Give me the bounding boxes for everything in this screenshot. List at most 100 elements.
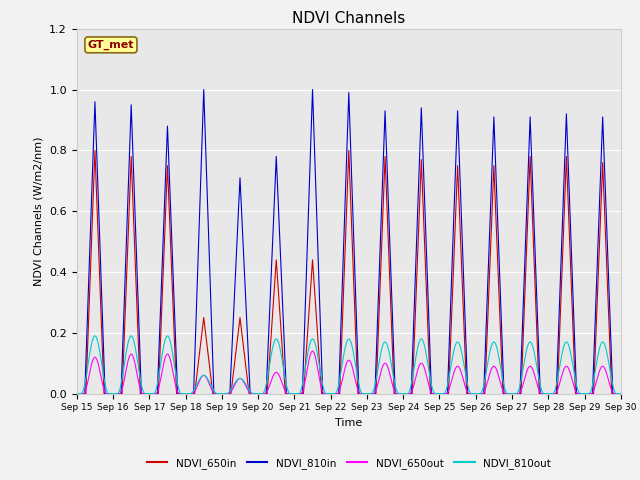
- NDVI_650in: [517, 391, 525, 396]
- NDVI_810in: [319, 391, 326, 396]
- NDVI_650in: [264, 391, 271, 396]
- NDVI_650in: [73, 391, 81, 396]
- NDVI_650in: [245, 391, 253, 396]
- NDVI_810in: [335, 391, 342, 396]
- NDVI_650in: [427, 391, 435, 396]
- NDVI_810in: [210, 391, 218, 396]
- NDVI_810in: [617, 391, 625, 396]
- NDVI_650in: [454, 163, 461, 168]
- NDVI_810in: [573, 391, 580, 396]
- NDVI_650out: [589, 388, 597, 394]
- NDVI_650in: [608, 391, 616, 396]
- NDVI_650in: [100, 391, 108, 396]
- NDVI_650in: [300, 391, 307, 396]
- NDVI_650in: [273, 257, 280, 263]
- NDVI_810in: [526, 114, 534, 120]
- NDVI_650in: [191, 391, 198, 396]
- NDVI_650in: [200, 315, 207, 321]
- NDVI_650in: [155, 391, 163, 396]
- NDVI_810out: [73, 391, 81, 396]
- NDVI_810in: [454, 108, 461, 114]
- NDVI_810out: [91, 333, 99, 339]
- Y-axis label: NDVI Channels (W/m2/nm): NDVI Channels (W/m2/nm): [34, 136, 44, 286]
- NDVI_650in: [209, 391, 216, 396]
- NDVI_650in: [463, 391, 470, 396]
- NDVI_810out: [617, 391, 625, 396]
- NDVI_810in: [200, 87, 207, 93]
- NDVI_810out: [246, 388, 254, 394]
- NDVI_650in: [599, 160, 607, 166]
- NDVI_810in: [480, 391, 488, 396]
- NDVI_650in: [554, 391, 561, 396]
- Line: NDVI_650in: NDVI_650in: [77, 150, 621, 394]
- NDVI_810in: [117, 391, 125, 396]
- NDVI_650out: [314, 366, 321, 372]
- NDVI_650in: [390, 391, 398, 396]
- NDVI_650out: [419, 361, 426, 367]
- NDVI_810in: [73, 391, 81, 396]
- NDVI_650out: [378, 367, 385, 373]
- X-axis label: Time: Time: [335, 418, 362, 428]
- NDVI_810in: [226, 391, 234, 396]
- NDVI_650in: [526, 154, 534, 159]
- NDVI_810in: [355, 391, 363, 396]
- NDVI_650in: [164, 163, 172, 168]
- NDVI_810out: [449, 355, 456, 361]
- NDVI_810out: [315, 359, 323, 365]
- NDVI_810in: [154, 391, 161, 396]
- NDVI_650in: [589, 391, 597, 396]
- NDVI_810in: [91, 99, 99, 105]
- NDVI_650in: [572, 391, 579, 396]
- Line: NDVI_650out: NDVI_650out: [77, 351, 621, 394]
- NDVI_650in: [91, 147, 99, 153]
- NDVI_810in: [246, 391, 254, 396]
- Legend: NDVI_650in, NDVI_810in, NDVI_650out, NDVI_810out: NDVI_650in, NDVI_810in, NDVI_650out, NDV…: [143, 454, 555, 473]
- Title: NDVI Channels: NDVI Channels: [292, 11, 405, 26]
- NDVI_810in: [236, 175, 244, 180]
- NDVI_810in: [101, 391, 109, 396]
- NDVI_810in: [428, 391, 435, 396]
- NDVI_650out: [244, 387, 252, 393]
- NDVI_810in: [298, 391, 306, 396]
- NDVI_810in: [371, 391, 379, 396]
- Line: NDVI_810out: NDVI_810out: [77, 336, 621, 394]
- NDVI_810in: [138, 391, 145, 396]
- NDVI_650in: [82, 391, 90, 396]
- NDVI_810out: [419, 337, 427, 343]
- NDVI_810in: [81, 391, 88, 396]
- NDVI_650in: [481, 391, 489, 396]
- NDVI_650in: [127, 154, 135, 159]
- NDVI_810in: [164, 123, 172, 129]
- Text: GT_met: GT_met: [88, 40, 134, 50]
- NDVI_650in: [499, 391, 507, 396]
- NDVI_650in: [308, 257, 316, 263]
- NDVI_810in: [392, 391, 399, 396]
- NDVI_650in: [236, 315, 244, 321]
- NDVI_650in: [536, 391, 543, 396]
- NDVI_810in: [500, 391, 508, 396]
- NDVI_650in: [227, 391, 235, 396]
- NDVI_650in: [354, 391, 362, 396]
- NDVI_650out: [308, 348, 316, 354]
- NDVI_650in: [417, 156, 425, 162]
- NDVI_810in: [552, 391, 560, 396]
- NDVI_650in: [617, 391, 625, 396]
- NDVI_650in: [408, 391, 416, 396]
- NDVI_650in: [336, 391, 344, 396]
- NDVI_810in: [283, 391, 291, 396]
- NDVI_650in: [563, 154, 570, 159]
- NDVI_650in: [490, 163, 498, 168]
- NDVI_810in: [407, 391, 415, 396]
- NDVI_810in: [417, 105, 425, 111]
- NDVI_650out: [449, 372, 457, 378]
- NDVI_810in: [589, 391, 596, 396]
- NDVI_650out: [617, 391, 625, 396]
- NDVI_810in: [516, 391, 524, 396]
- NDVI_650in: [173, 391, 180, 396]
- NDVI_810in: [536, 391, 544, 396]
- NDVI_650in: [136, 391, 144, 396]
- NDVI_650in: [118, 391, 126, 396]
- NDVI_650in: [282, 391, 289, 396]
- NDVI_810in: [464, 391, 472, 396]
- NDVI_810in: [563, 111, 570, 117]
